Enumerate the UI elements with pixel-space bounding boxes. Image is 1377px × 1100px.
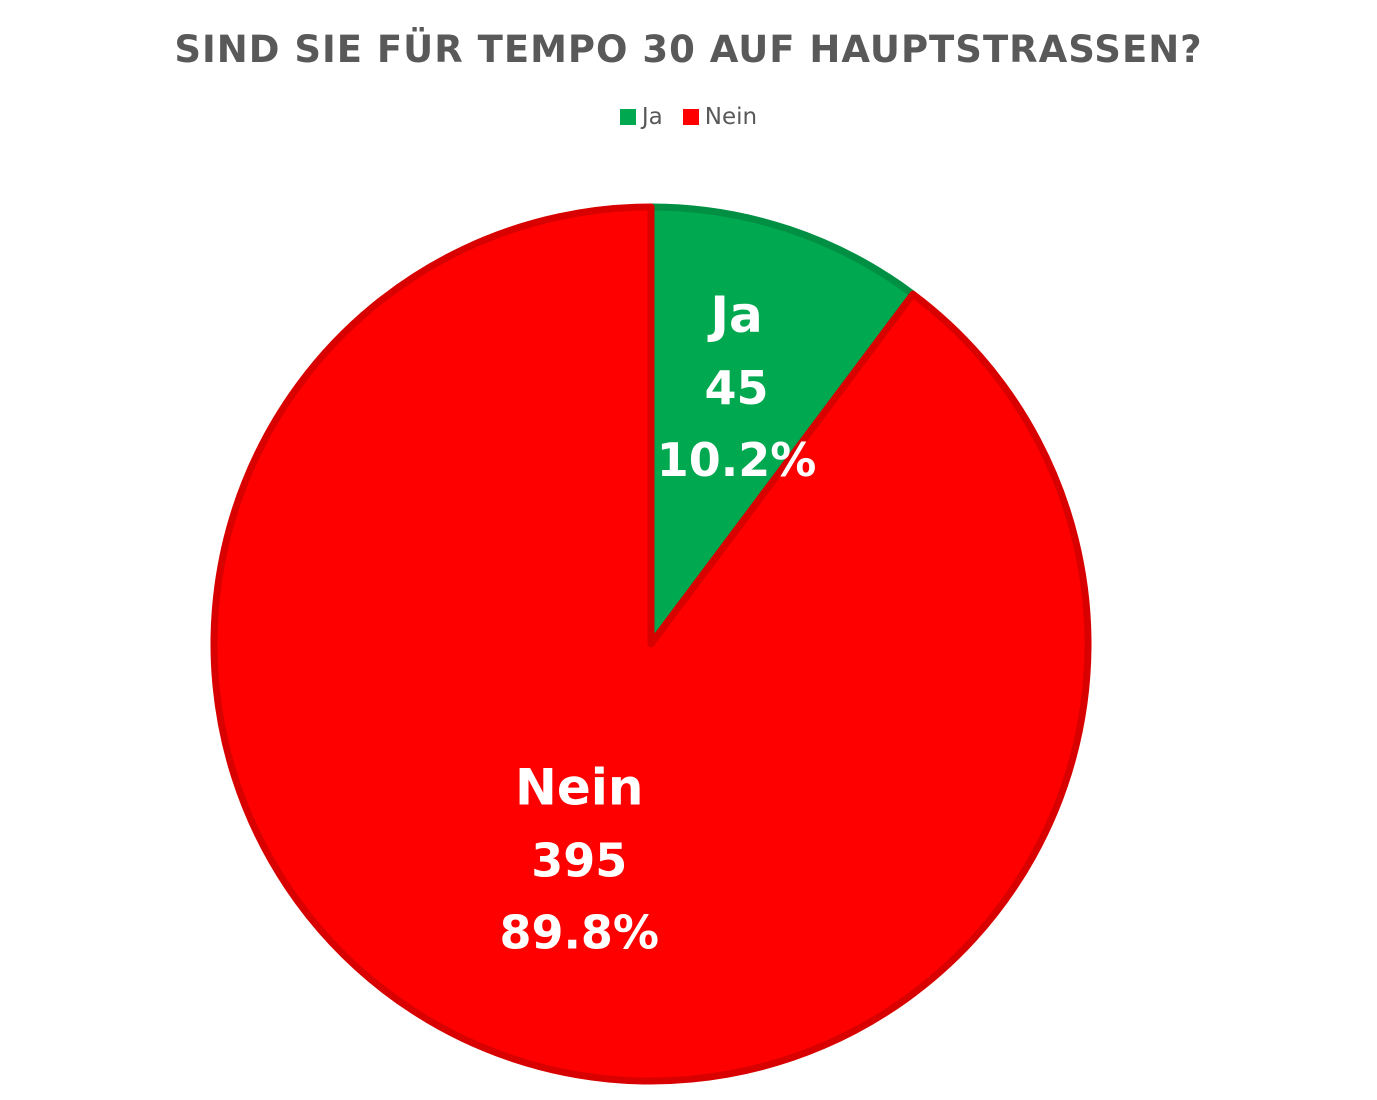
legend: Ja Nein [0, 104, 1377, 130]
data-label-ja-value: 45 [705, 361, 769, 415]
data-label-ja-name: Ja [707, 286, 762, 344]
data-label-nein-value: 395 [531, 834, 627, 888]
legend-label-ja: Ja [641, 104, 663, 130]
data-label-nein-percent: 89.8% [499, 906, 659, 960]
chart-title: SIND SIE FÜR TEMPO 30 AUF HAUPTSTRASSEN? [174, 28, 1203, 71]
legend-item-nein[interactable]: Nein [682, 104, 758, 130]
data-label-ja-percent: 10.2% [657, 433, 817, 487]
data-label-nein-name: Nein [515, 759, 644, 817]
legend-label-nein: Nein [704, 104, 758, 130]
pie-slice-ja[interactable] [647, 203, 917, 648]
legend-swatch-ja [619, 109, 636, 125]
legend-swatch-nein [682, 109, 699, 125]
legend-item-ja[interactable]: Ja [619, 104, 663, 130]
pie-slice-nein[interactable] [210, 203, 1092, 1085]
